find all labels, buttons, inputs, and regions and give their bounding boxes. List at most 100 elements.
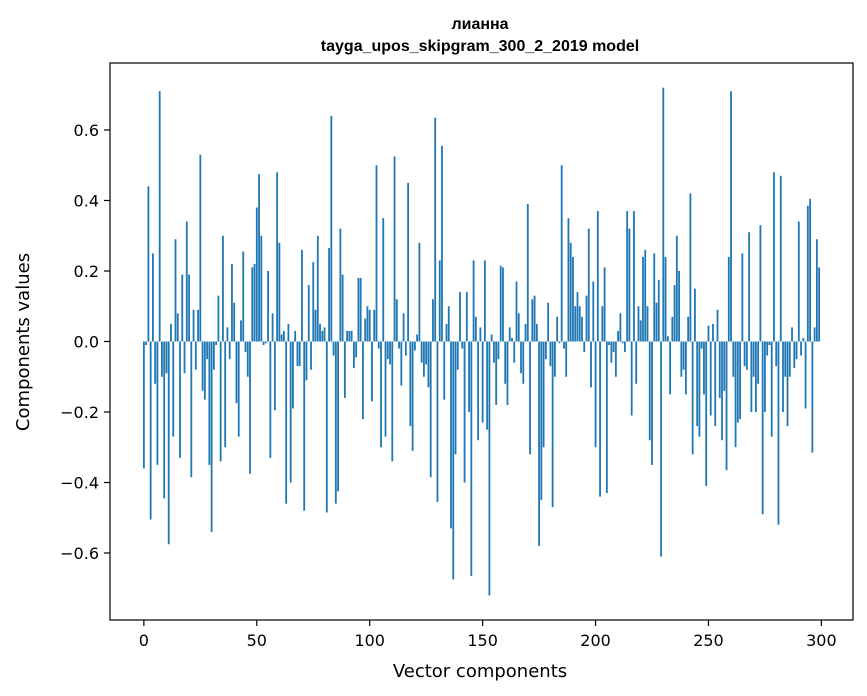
bar-256	[721, 341, 723, 441]
bar-247	[700, 341, 703, 349]
bar-159	[502, 267, 504, 342]
bar-200	[594, 341, 597, 448]
bar-165	[515, 281, 518, 342]
bar-206	[608, 341, 610, 346]
bar-31	[212, 341, 215, 370]
bar-140	[459, 292, 461, 342]
bar-105	[380, 341, 382, 448]
bar-270	[752, 341, 755, 377]
bar-108	[386, 341, 389, 360]
bar-10	[165, 341, 168, 374]
bar-96	[359, 278, 362, 342]
x-tick-label: 150	[467, 631, 498, 650]
bar-56	[269, 341, 272, 458]
bar-250	[707, 325, 710, 342]
bar-289	[795, 341, 798, 360]
bar-265	[741, 253, 744, 342]
y-tick-label: 0.0	[74, 333, 99, 352]
bar-197	[587, 228, 590, 342]
bar-141	[461, 341, 464, 349]
bar-275	[764, 341, 766, 413]
bar-58	[273, 341, 276, 411]
bar-260	[730, 91, 732, 342]
bar-171	[529, 341, 531, 455]
bar-287	[791, 327, 793, 342]
bar-227	[655, 302, 658, 342]
bar-7	[158, 91, 161, 342]
bar-27	[203, 341, 206, 400]
bar-298	[815, 239, 818, 342]
bar-205	[605, 341, 608, 494]
bar-74	[310, 341, 312, 370]
bar-276	[766, 341, 769, 356]
bar-101	[371, 341, 373, 402]
bar-259	[727, 256, 730, 342]
x-tick-label: 50	[247, 631, 267, 650]
bar-223	[646, 306, 649, 342]
bar-20	[188, 274, 190, 342]
bar-103	[375, 165, 378, 342]
bar-189	[569, 242, 572, 342]
bar-57	[271, 313, 274, 342]
bar-228	[657, 279, 660, 342]
bar-134	[445, 323, 448, 342]
bar-204	[603, 267, 606, 342]
bar-162	[508, 327, 511, 342]
bar-195	[583, 341, 586, 353]
bar-147	[474, 316, 477, 342]
bar-5	[154, 341, 157, 384]
bars-group	[142, 87, 821, 596]
bar-258	[725, 341, 728, 471]
bar-51	[258, 174, 260, 342]
bar-196	[585, 295, 588, 342]
bar-89	[343, 341, 346, 398]
bar-207	[610, 341, 613, 363]
bar-99	[366, 306, 369, 342]
bar-181	[551, 341, 554, 508]
bar-137	[452, 341, 455, 580]
bar-104	[377, 341, 380, 349]
bar-184	[558, 341, 561, 344]
x-axis-ticks: 0 50 100 150 200 250 300	[139, 620, 837, 650]
bar-268	[748, 232, 751, 342]
bar-95	[357, 278, 360, 342]
bar-170	[526, 204, 529, 342]
bar-143	[465, 292, 468, 342]
bar-73	[307, 285, 310, 342]
bar-154	[490, 334, 493, 342]
bar-93	[353, 341, 355, 368]
bar-121	[416, 334, 419, 342]
bar-119	[411, 341, 414, 451]
bar-113	[398, 341, 400, 349]
bar-212	[621, 341, 624, 344]
bar-242	[689, 193, 692, 342]
bar-110	[391, 341, 394, 462]
bar-222	[644, 249, 647, 342]
bar-241	[687, 316, 690, 342]
bar-133	[443, 341, 446, 400]
bar-286	[788, 341, 791, 377]
bar-210	[617, 330, 620, 342]
bar-61	[280, 334, 283, 342]
bar-155	[493, 341, 495, 363]
bar-77	[316, 235, 319, 342]
bar-81	[325, 341, 328, 513]
bar-25	[199, 154, 202, 342]
bar-83	[330, 115, 333, 342]
bar-293	[804, 341, 807, 409]
bar-152	[486, 341, 489, 430]
bar-273	[759, 225, 762, 342]
y-axis-label: Components values	[13, 253, 34, 431]
bar-199	[592, 281, 595, 342]
bar-251	[709, 341, 712, 416]
bar-75	[312, 262, 315, 342]
bar-72	[305, 341, 308, 381]
bar-14	[174, 239, 177, 342]
bar-249	[705, 341, 708, 487]
bar-208	[612, 341, 615, 353]
bar-295	[809, 198, 811, 342]
bar-41	[235, 341, 238, 404]
bar-122	[418, 242, 421, 342]
bar-281	[777, 341, 780, 525]
bar-257	[723, 341, 726, 391]
